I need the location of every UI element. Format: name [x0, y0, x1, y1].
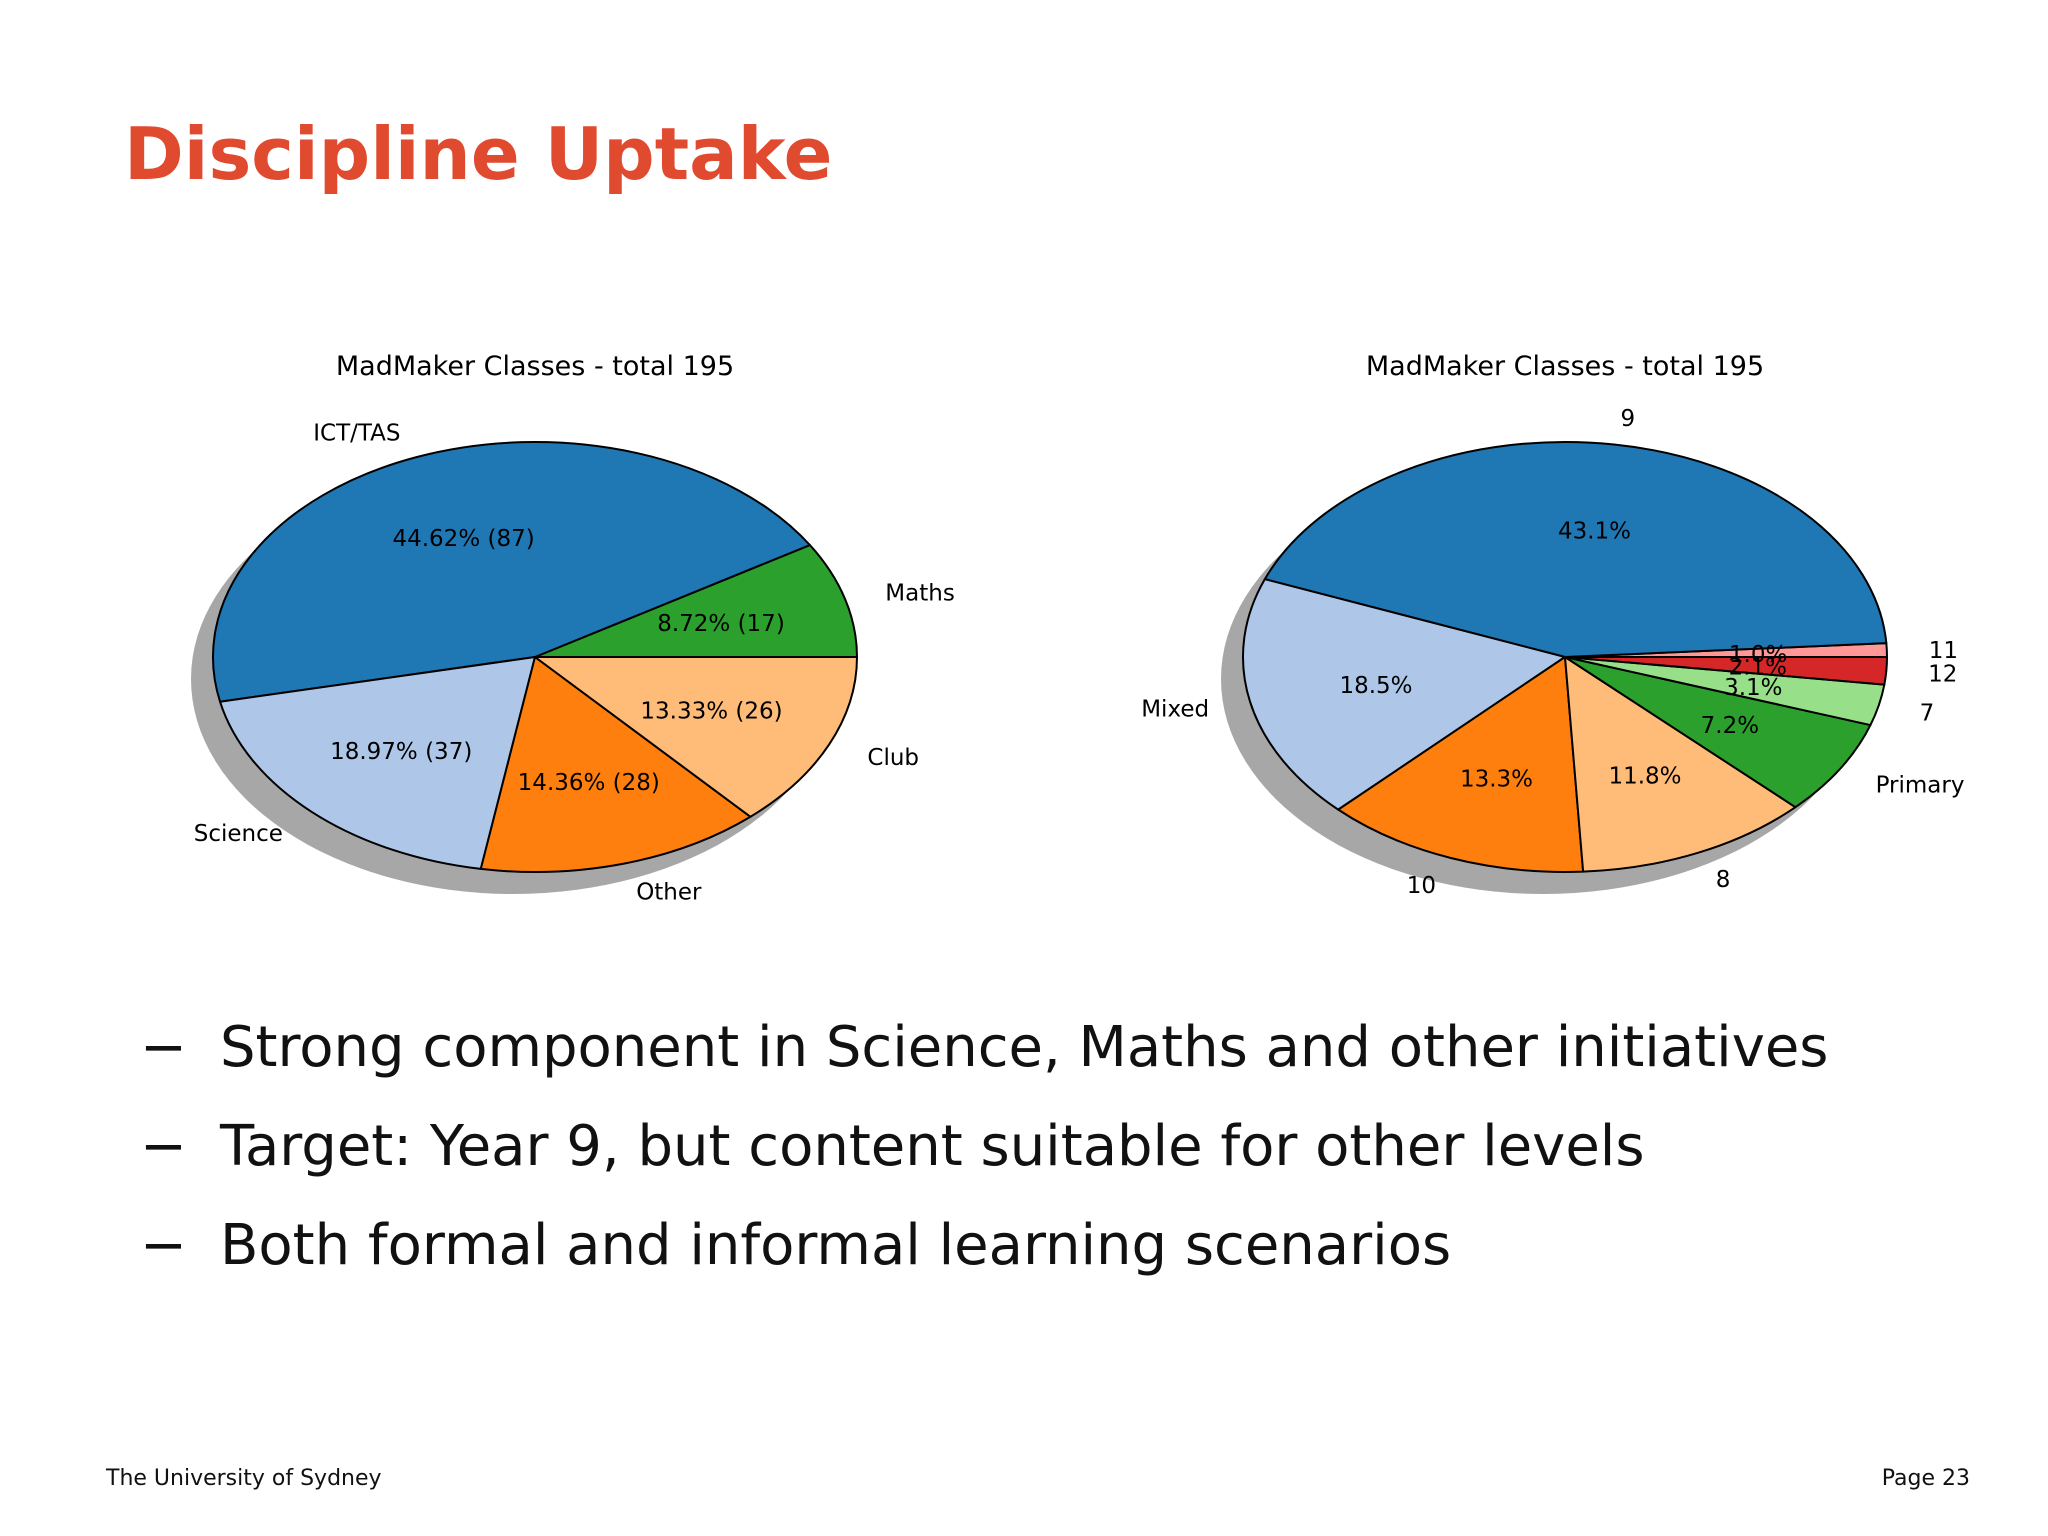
pie-slice-primary [1564, 656, 1872, 809]
slice-percent-label: 3.1% [1724, 675, 1782, 701]
bullet-item: − Target: Year 9, but content suitable fo… [140, 1114, 1828, 1213]
slice-label: Other [636, 879, 702, 905]
footer-institution: The University of Sydney [106, 1466, 382, 1491]
bullet-list: − Strong component in Science, Maths and … [140, 1015, 1828, 1312]
slice-percent-label: 7.2% [1701, 713, 1759, 739]
pie-slice-club [534, 656, 858, 818]
slice-label: ICT/TAS [313, 420, 400, 446]
slice-label: Science [194, 821, 283, 847]
slice-label: 7 [1920, 700, 1935, 726]
chart-title: MadMaker Classes - total 195 [1366, 351, 1764, 382]
slice-label: 12 [1928, 662, 1957, 688]
slice-percent-label: 8.72% (17) [657, 611, 785, 637]
bullet-dash: − [140, 1213, 187, 1278]
slice-label: Primary [1876, 773, 1965, 799]
pie-slice-maths [534, 544, 858, 658]
pie-chart-discipline: MadMaker Classes - total 195 Maths 8.72% (… [191, 351, 955, 905]
slice-percent-label: 18.5% [1339, 673, 1412, 699]
slice-percent-label: 18.97% (37) [330, 739, 472, 765]
chart-title: MadMaker Classes - total 195 [336, 351, 734, 382]
bullet-dash: − [140, 1015, 187, 1080]
pie-chart-year-level: MadMaker Classes - total 195 11 1.0% 9 43.1%… [1141, 351, 1965, 899]
pie-slice-10 [1337, 656, 1585, 873]
slice-percent-label: 43.1% [1558, 519, 1631, 545]
bullet-dash: − [140, 1114, 187, 1179]
footer-page-number: Page 23 [1881, 1466, 1970, 1491]
pie-slice-science [219, 656, 536, 870]
pie-slice-ict-tas [212, 441, 811, 703]
slice-percent-label: 44.62% (87) [392, 526, 534, 552]
slice-label: Maths [885, 580, 955, 606]
bullet-text: Target: Year 9, but content suitable for… [220, 1114, 1645, 1179]
slice-label: Mixed [1141, 697, 1209, 723]
bullet-text: Both formal and informal learning scenar… [220, 1213, 1452, 1278]
slice-percent-label: 13.33% (26) [640, 699, 782, 725]
slice-percent-label: 13.3% [1460, 767, 1533, 793]
slice-label: 11 [1929, 638, 1958, 664]
pie-slice-8 [1564, 656, 1797, 873]
pie-slice-12 [1564, 656, 1888, 686]
slice-label: Club [867, 745, 919, 771]
slice-percent-label: 2.1% [1729, 654, 1787, 680]
pie-slice-mixed [1241, 578, 1566, 811]
slice-label: 8 [1716, 867, 1731, 893]
slice-label: 9 [1621, 406, 1636, 432]
bullet-item: − Both formal and informal learning scena… [140, 1213, 1828, 1312]
slice-percent-label: 11.8% [1608, 763, 1681, 789]
bullet-item: − Strong component in Science, Maths and … [140, 1015, 1828, 1114]
slice-percent-label: 14.36% (28) [518, 770, 660, 796]
pie-slice-9 [1263, 440, 1888, 658]
bullet-text: Strong component in Science, Maths and o… [220, 1015, 1829, 1080]
slice-label: 10 [1407, 873, 1436, 899]
slice-percent-label: 1.0% [1729, 642, 1787, 668]
pie-slice-other [479, 656, 752, 873]
slide-title: Discipline Uptake [124, 112, 833, 196]
